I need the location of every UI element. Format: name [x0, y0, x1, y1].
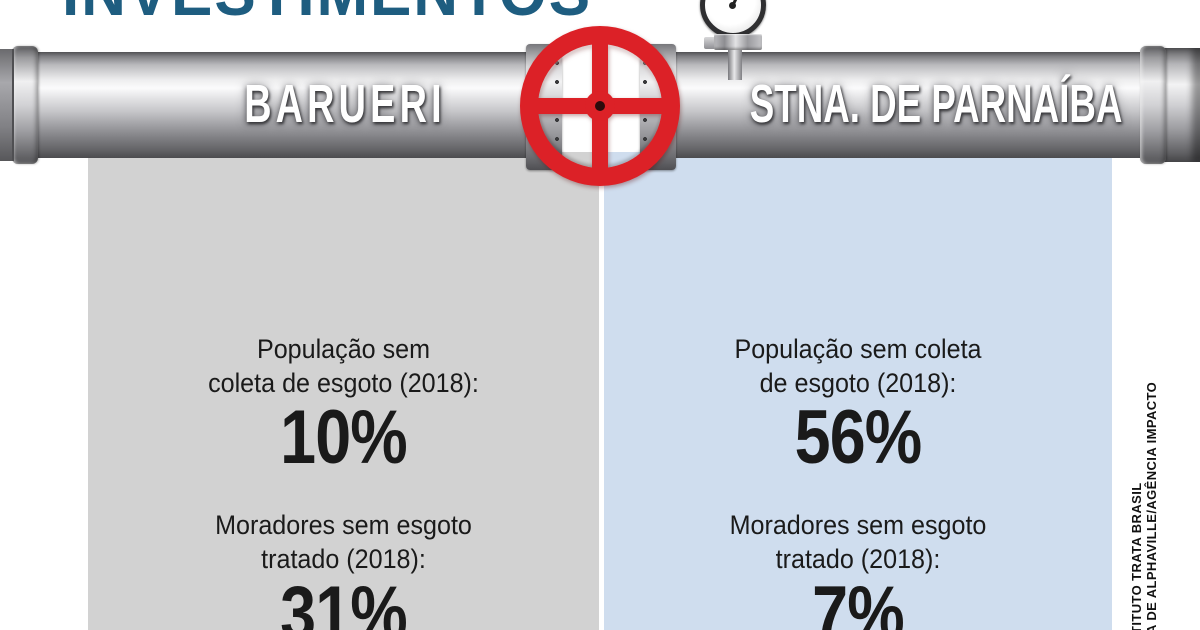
pipe-graphic: [668, 52, 1200, 158]
stat-value: 10%: [280, 395, 408, 480]
pipe-opening: [0, 49, 14, 161]
pipe-graphic: [0, 52, 530, 158]
stat-label: População sem coleta: [734, 334, 982, 364]
stat-value: 31%: [280, 571, 408, 630]
stat-value: 7%: [812, 571, 905, 630]
stat-label: coleta de esgoto (2018):: [208, 368, 479, 398]
valve-wheel-icon: [520, 26, 680, 186]
gauge-pivot: [729, 2, 736, 9]
city-label-barueri: BARUERI: [244, 74, 446, 134]
stat-population-no-collection: População sem coleta de esgoto (2018): 5…: [604, 332, 1112, 476]
stat-untreated-sewage: Moradores sem esgoto tratado (2018): 7%: [604, 508, 1112, 630]
stat-label: Moradores sem esgoto: [729, 510, 987, 540]
page-title: INVESTIMENTOS: [62, 0, 592, 25]
wheel-hub: [585, 91, 615, 121]
stat-untreated-sewage: Moradores sem esgoto tratado (2018): 31%: [88, 508, 599, 630]
stat-value: 56%: [794, 395, 923, 480]
gauge-stem: [728, 50, 742, 80]
stat-label: População sem: [256, 334, 431, 364]
pipe-opening: [1164, 48, 1200, 162]
pressure-gauge-icon: [700, 0, 766, 38]
panel-barueri: População sem coleta de esgoto (2018): 1…: [88, 152, 599, 630]
stat-label: de esgoto (2018):: [759, 368, 957, 398]
credit-art-text: A DE ALPHAVILLE/AGÊNCIA IMPACTO: [1144, 381, 1159, 630]
pipe-collar: [1140, 46, 1166, 164]
gauge-fitting: [714, 34, 762, 50]
stat-label: tratado (2018):: [775, 544, 941, 574]
panel-santana-de-parnaiba: População sem coleta de esgoto (2018): 5…: [604, 152, 1112, 630]
stat-label: tratado (2018):: [261, 544, 426, 574]
stat-label: Moradores sem esgoto: [215, 510, 472, 540]
pipe-collar: [12, 46, 38, 164]
credit-source-text: TITUTO TRATA BRASIL: [1129, 482, 1144, 630]
stat-population-no-collection: População sem coleta de esgoto (2018): 1…: [88, 332, 599, 476]
city-label-santana-de-parnaiba: STNA. DE PARNAÍBA: [749, 74, 1123, 134]
gauge-fitting: [704, 37, 716, 49]
